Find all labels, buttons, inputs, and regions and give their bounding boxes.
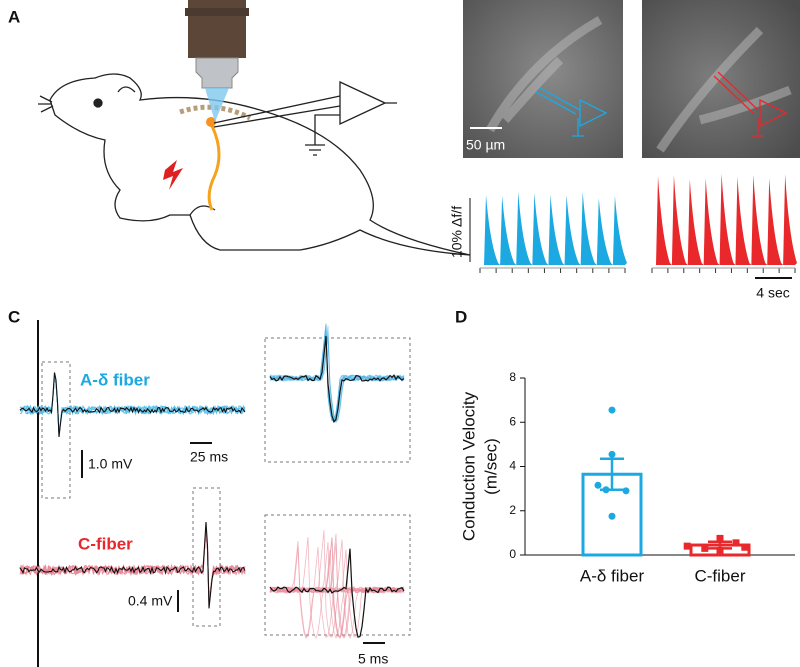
drg: [206, 117, 216, 127]
light-cone: [205, 88, 229, 122]
nerve: [207, 121, 221, 211]
trace: [269, 537, 405, 639]
y-tick-label: 4: [509, 459, 516, 473]
data-point: [716, 547, 724, 555]
y-axis-label: Conduction Velocity: [459, 391, 478, 541]
mouse-illustration: [38, 73, 471, 256]
electrode-blue: [535, 87, 608, 137]
trace: [269, 548, 405, 638]
data-point: [701, 544, 709, 552]
inset-box: [192, 487, 221, 627]
y-axis-label: (m/sec): [481, 438, 500, 495]
cell-texture: [486, 16, 603, 133]
trace: [19, 372, 246, 438]
inset-box: [41, 361, 71, 499]
panel-label: A: [8, 7, 20, 26]
trace: [269, 530, 405, 638]
data-point: [716, 534, 724, 542]
data-point: [602, 486, 610, 494]
data-point: [608, 512, 616, 520]
trace: [269, 546, 405, 639]
scale-label: 50 µm: [466, 137, 505, 153]
data-point: [608, 450, 616, 458]
trace: [269, 335, 405, 424]
data-point: [683, 542, 691, 550]
amplifier: [213, 80, 397, 156]
panel-label: C: [8, 307, 20, 326]
y-tick-label: 6: [509, 414, 516, 428]
trace-label: A-δ fiber: [80, 370, 150, 389]
data-point: [594, 481, 602, 489]
cell-texture: [656, 26, 792, 153]
stimulus-icon: [163, 160, 183, 190]
trace-label: C-fiber: [78, 534, 133, 553]
y-scale-label: 10% Δf/f: [449, 206, 465, 258]
y-tick-label: 2: [509, 503, 516, 517]
time-scale-label: 25 ms: [190, 449, 228, 465]
calcium-trace: [652, 173, 797, 265]
bar-chart: 0 2 4 6 8 Conduction Velocity (m/sec) A-δ fiber…: [459, 370, 795, 585]
y-tick-label: 8: [509, 370, 516, 384]
objective-ring: [185, 8, 249, 16]
data-point: [608, 406, 616, 414]
data-point: [741, 543, 749, 551]
time-scale-label: 4 sec: [756, 285, 789, 301]
voltage-scale-label: 1.0 mV: [88, 456, 133, 472]
x-tick-label: A-δ fiber: [580, 566, 645, 585]
time-scale-label: 5 ms: [358, 651, 388, 667]
y-tick-label: 0: [509, 547, 516, 561]
voltage-scale-label: 0.4 mV: [128, 593, 173, 609]
inset: [264, 337, 411, 463]
lens: [195, 57, 239, 89]
x-tick-label: C-fiber: [694, 566, 745, 585]
data-point: [622, 487, 630, 495]
trace: [269, 533, 405, 639]
trace: [19, 521, 246, 609]
panel-label: D: [455, 307, 467, 326]
calcium-trace: [480, 191, 627, 265]
data-point: [732, 539, 740, 547]
electrode-red: [713, 71, 788, 137]
